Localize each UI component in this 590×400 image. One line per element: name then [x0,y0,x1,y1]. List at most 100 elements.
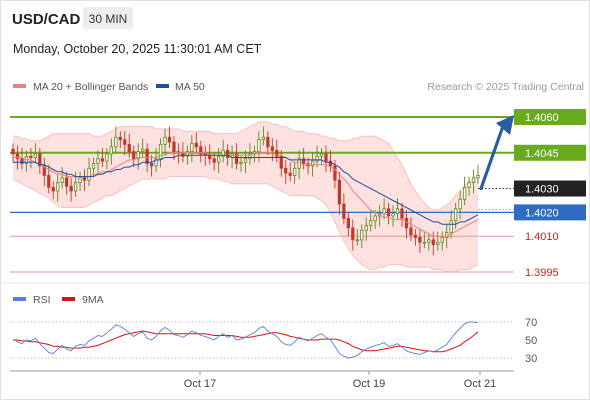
candle-body [243,158,248,163]
candle-body [293,167,297,176]
candle-body [87,167,91,181]
candle-body [476,175,480,179]
candle-body [275,149,279,157]
rsi-tick-label: 70 [525,317,537,329]
x-axis-layer: Oct 17 Oct 19 Oct 21 [184,371,496,390]
rsi-ma-legend-swatch [62,297,75,301]
ma50-line [13,154,479,225]
candle-body [346,217,350,229]
bollinger-lower-line [12,176,479,273]
candle-body [114,136,118,148]
candle-body [96,158,100,164]
candle-body [400,208,404,219]
candle-body [342,203,346,219]
ma50-legend-label: MA 50 [175,81,205,93]
candle-body [190,142,194,152]
candle-body [440,237,444,243]
candle-body [38,153,42,167]
projection-arrow-head [496,115,514,135]
candle-body [418,237,422,243]
resistance-price-tag [514,144,586,161]
candle-body [60,177,64,183]
candle-body [163,136,167,145]
candle-body [257,139,261,152]
rsi-tick-label: 50 [525,335,537,347]
rsi-ma-legend-label: 9MA [82,294,104,306]
candle-body [82,177,87,181]
candle-body [436,241,440,245]
resistance-price-label: 1.4045 [525,148,559,160]
candle-body [360,229,364,241]
last-price-tag [514,180,586,197]
candle-body [364,225,368,231]
projection-arrow-layer [479,115,514,191]
x-tick-label: Oct 19 [353,378,385,390]
candle-body [154,158,158,167]
candle-body [404,217,409,229]
pivot-price-tag [514,204,586,221]
candle-body [158,144,163,160]
candle-body [422,241,426,244]
candle-body [15,153,20,160]
candle-body [310,160,315,167]
candle-body [212,158,216,163]
candle-body [145,148,149,164]
candle-body [239,161,243,164]
candle-body [391,213,395,217]
datetime-label: Monday, October 20, 2025 11:30:01 AM CET [13,42,262,56]
candle-body [123,139,127,145]
bollinger-upper-line [13,121,479,211]
bollinger-legend-swatch [13,84,26,88]
candle-body [279,155,283,169]
candle-body [333,165,337,181]
candle-body [266,136,270,148]
moving-average-layer [13,152,479,237]
rsi-legend-label: RSI [33,294,51,306]
support-price-label: 1.3995 [525,267,559,279]
ma20-line [13,152,479,237]
rsi-panel-layer: 70 50 30 [10,317,537,365]
x-tick-label: Oct 17 [184,378,216,390]
candle-body [100,158,105,162]
candle-body [51,186,55,192]
candle-body [42,165,46,176]
candle-body [149,163,154,167]
ma50-legend-swatch [156,84,169,88]
candle-body [355,239,359,242]
candle-body [33,153,37,158]
candle-body [56,182,60,192]
bollinger-band-area [13,121,478,272]
candle-body [248,153,252,160]
candle-body [337,179,342,205]
timeframe-label: 30 MIN [89,12,128,26]
candle-body [185,151,190,157]
price-labels-layer: 1.4060 1.4045 1.4030 1.4020 1.4010 1.3995 [514,109,586,279]
candle-body [319,153,324,157]
candle-body [194,142,198,148]
candle-body [78,177,82,183]
rsi-line [12,321,479,359]
candle-body [454,208,458,222]
candle-body [445,232,449,238]
candle-body [118,136,122,141]
candle-body [221,149,225,157]
candle-body [105,153,109,162]
candle-body [217,155,221,163]
candle-body [20,158,24,164]
candle-body [29,155,33,158]
candle-body [288,172,292,176]
resistance-price-tag [514,109,586,125]
candle-body [431,239,435,245]
candle-body [127,144,131,152]
candle-body [270,146,274,151]
candle-body [413,234,418,238]
support-price-label: 1.4010 [525,231,559,243]
x-tick-label: Oct 21 [464,378,496,390]
candle-body [409,227,413,236]
timeframe-badge[interactable] [83,7,133,29]
candle-body [301,158,306,164]
candle-body [136,151,140,160]
candle-body [351,227,355,241]
rsi-legend-swatch [13,297,26,301]
